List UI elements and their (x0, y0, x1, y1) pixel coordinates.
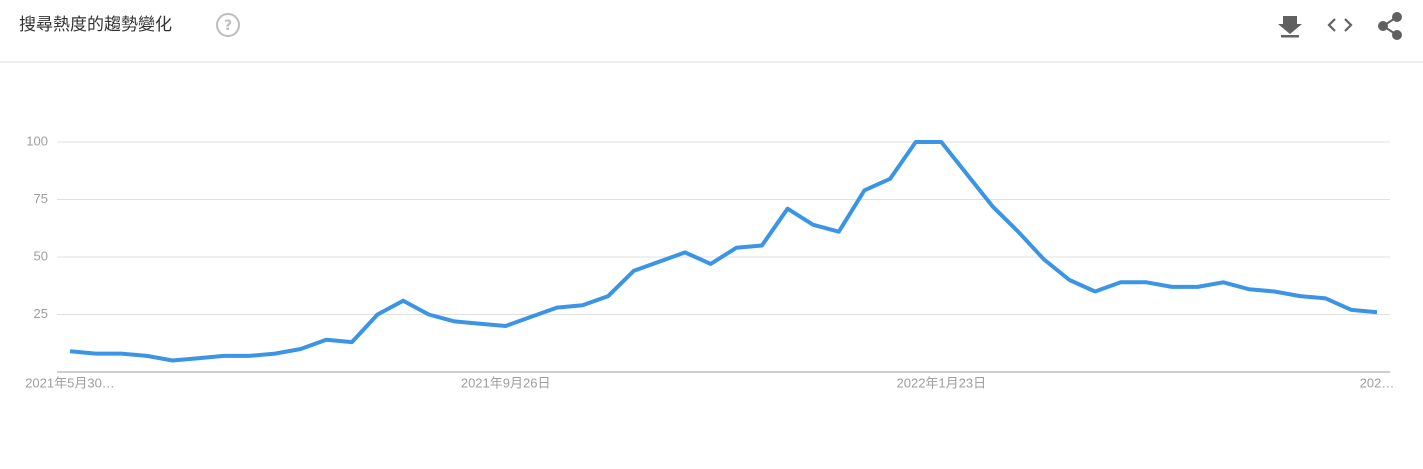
trend-line (69, 140, 1378, 363)
svg-text:?: ? (224, 18, 232, 34)
y-tick-label: 25 (34, 306, 48, 321)
y-tick-label: 100 (26, 133, 48, 148)
embed-icon[interactable] (1327, 18, 1353, 32)
share-icon[interactable] (1378, 12, 1402, 40)
x-tick-label: 2021年5月30… (25, 375, 115, 390)
help-icon[interactable]: ? (216, 13, 240, 37)
y-tick-label: 50 (34, 248, 48, 263)
x-tick-label: 202… (1360, 375, 1395, 390)
y-tick-label: 75 (34, 191, 48, 206)
download-icon[interactable] (1278, 16, 1302, 38)
x-tick-label: 2021年9月26日 (461, 375, 551, 390)
x-tick-label: 2022年1月23日 (897, 375, 987, 390)
chart-title: 搜尋熱度的趨勢變化 (19, 15, 172, 35)
